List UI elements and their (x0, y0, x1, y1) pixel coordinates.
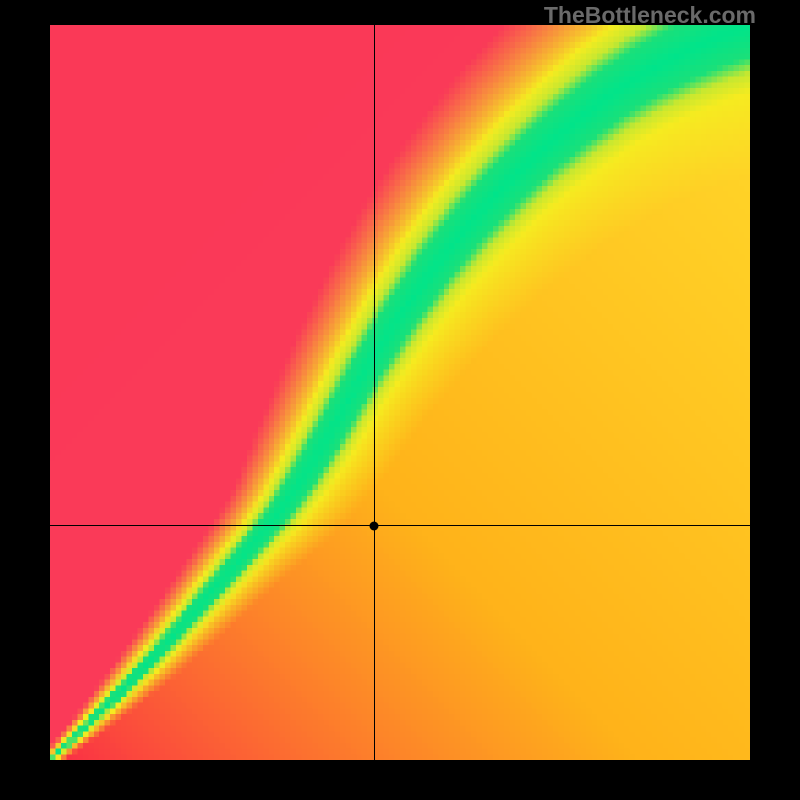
bottleneck-heatmap (50, 25, 750, 760)
crosshair-vertical (374, 25, 375, 760)
chart-container: TheBottleneck.com (0, 0, 800, 800)
watermark-text: TheBottleneck.com (544, 2, 756, 29)
crosshair-marker (370, 521, 379, 530)
crosshair-horizontal (50, 525, 750, 526)
